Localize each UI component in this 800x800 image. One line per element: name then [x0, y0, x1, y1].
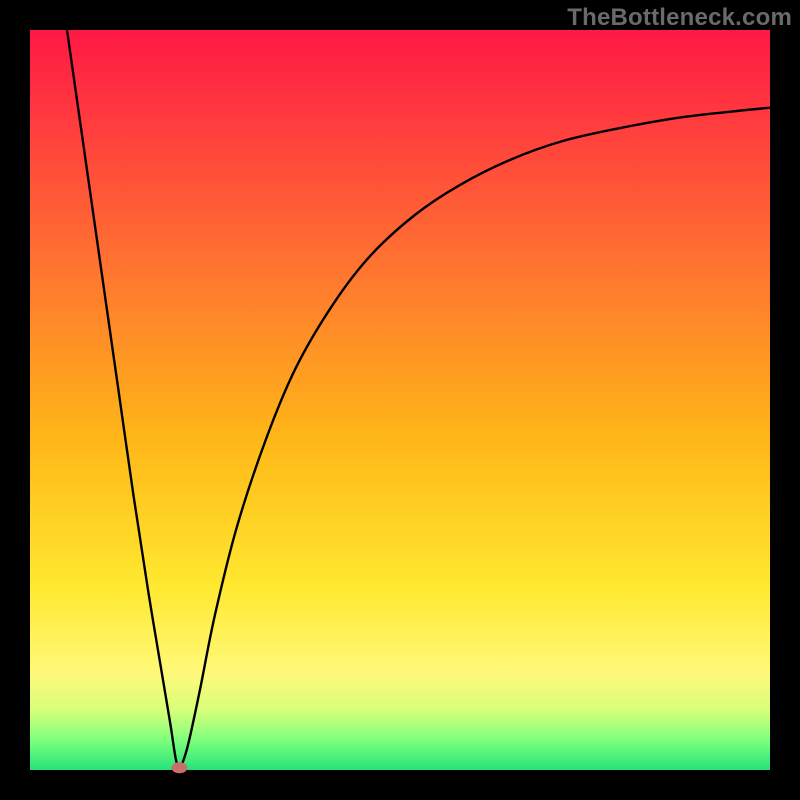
chart-frame: TheBottleneck.com	[0, 0, 800, 800]
watermark-text: TheBottleneck.com	[567, 4, 792, 32]
optimum-marker	[171, 762, 187, 773]
bottleneck-chart	[0, 0, 800, 800]
plot-background	[30, 30, 770, 770]
